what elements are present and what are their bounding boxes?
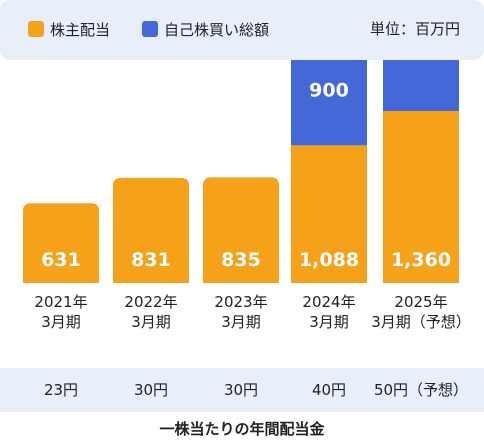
dividend-value-label: 1,088 — [299, 249, 359, 271]
buyback-bar — [383, 60, 459, 111]
dps-value: 40円 — [311, 381, 347, 399]
dividend-per-share-caption: 一株当たりの年間配当金 — [159, 420, 325, 438]
buyback-swatch — [142, 21, 158, 37]
dividend-bar — [291, 145, 367, 283]
legend-label-dividend: 株主配当 — [50, 20, 111, 39]
dividend-bar — [113, 177, 189, 283]
category-label: 2022年 — [124, 293, 177, 311]
dividend-value-label: 835 — [221, 249, 261, 271]
dividend-value-label: 831 — [131, 249, 171, 271]
legend-item-dividend: 株主配当 — [28, 18, 110, 40]
legend: 株主配当 自己株買い総額 単位：百万円 — [0, 0, 484, 60]
dps-value: 50円（予想） — [373, 381, 469, 399]
bar-chart: 6312021年3月期8312022年3月期8352023年3月期9001,98… — [23, 60, 471, 331]
dividend-bar — [203, 177, 279, 283]
buyback-bar — [291, 60, 367, 146]
category-label: 3月期 — [131, 313, 171, 331]
category-label: 2024年 — [302, 293, 355, 311]
dividend-value-label: 631 — [41, 249, 81, 271]
dps-value: 23円 — [43, 381, 79, 399]
dividend-swatch — [28, 21, 44, 37]
legend-label-buyback: 自己株買い総額 — [164, 20, 270, 39]
buyback-value-label: 1,000 — [391, 60, 451, 61]
dividend-value-label: 1,360 — [391, 249, 451, 271]
category-label: 3月期 — [221, 313, 261, 331]
category-label: 3月期 — [309, 313, 349, 331]
buyback-value-label: 900 — [309, 79, 349, 101]
legend-item-buyback: 自己株買い総額 — [142, 18, 269, 40]
category-label: 3月期（予想） — [371, 313, 471, 331]
category-label: 2021年 — [34, 293, 87, 311]
dps-value: 30円 — [223, 381, 259, 399]
category-label: 2025年 — [394, 293, 447, 311]
dividend-per-share-band: 23円 30円 30円 40円 50円（予想） — [0, 368, 484, 412]
category-label: 2023年 — [214, 293, 267, 311]
unit-label: 単位：百万円 — [369, 20, 460, 38]
dividend-bar — [23, 203, 99, 283]
category-label: 3月期 — [41, 313, 81, 331]
dividend-bar — [383, 111, 459, 283]
dps-value: 30円 — [133, 381, 169, 399]
